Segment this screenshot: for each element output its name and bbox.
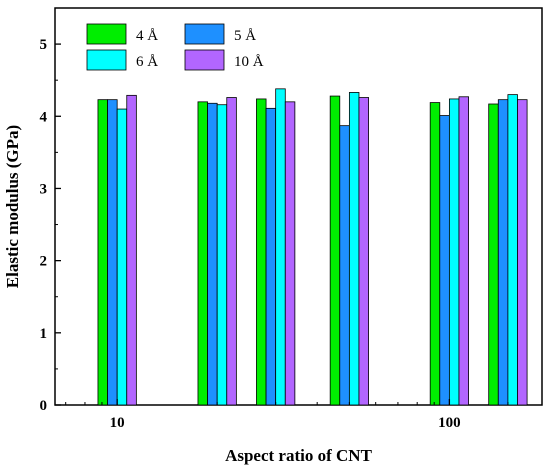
y-axis: 0 1 2 3 4 5 <box>40 37 61 414</box>
y-tick-label: 0 <box>40 398 48 414</box>
bar-4-group-1 <box>126 94 137 406</box>
bar-3-group-4 <box>348 92 360 406</box>
bar-1-group-3 <box>256 98 267 406</box>
bar-1-group-4 <box>329 95 341 406</box>
bar-1-group-2 <box>197 101 208 406</box>
bar-4-group-6 <box>517 99 528 406</box>
legend-swatch <box>86 23 127 45</box>
bar-2-group-3 <box>265 107 277 406</box>
bar-1-group-5 <box>429 102 441 406</box>
x-axis-title: Aspect ratio of CNT <box>225 446 372 465</box>
bar-4-group-3 <box>284 101 296 406</box>
y-tick-label: 1 <box>40 326 48 342</box>
legend-label: 10 Å <box>234 54 264 70</box>
bar-4-group-5 <box>458 96 469 406</box>
bar-2-group-2 <box>207 102 218 406</box>
bar-2-group-4 <box>339 125 350 406</box>
bar-3-group-1 <box>116 108 128 406</box>
legend-swatch <box>184 23 225 45</box>
bar-2-group-5 <box>439 115 450 406</box>
bar-2-group-6 <box>497 99 509 406</box>
y-tick-label: 5 <box>40 37 48 53</box>
legend-label: 4 Å <box>136 28 158 44</box>
bar-4-group-4 <box>358 97 369 406</box>
bar-1-group-6 <box>488 103 499 406</box>
bar-3-group-2 <box>216 104 228 406</box>
legend-swatch <box>184 49 225 71</box>
plot-frame <box>54 7 543 406</box>
bar-3-group-3 <box>275 88 286 406</box>
x-tick-label: 100 <box>438 415 461 431</box>
legend-label: 5 Å <box>234 28 256 44</box>
y-tick-label: 3 <box>40 181 48 197</box>
y-tick-label: 2 <box>40 254 48 270</box>
bars-layer <box>97 88 528 406</box>
x-axis: 10 100 <box>65 399 509 431</box>
bar-3-group-6 <box>507 94 518 406</box>
legend: 4 Å 5 Å 6 Å 10 Å <box>86 23 264 71</box>
x-tick-label: 10 <box>110 415 125 431</box>
y-axis-title: Elastic modulus (GPa) <box>3 125 22 288</box>
bar-2-group-1 <box>107 99 118 406</box>
bar-3-group-5 <box>448 98 460 406</box>
y-tick-label: 4 <box>40 109 48 125</box>
legend-label: 6 Å <box>136 54 158 70</box>
bar-1-group-1 <box>97 99 108 406</box>
legend-swatch <box>86 49 127 71</box>
bar-4-group-2 <box>226 97 237 406</box>
